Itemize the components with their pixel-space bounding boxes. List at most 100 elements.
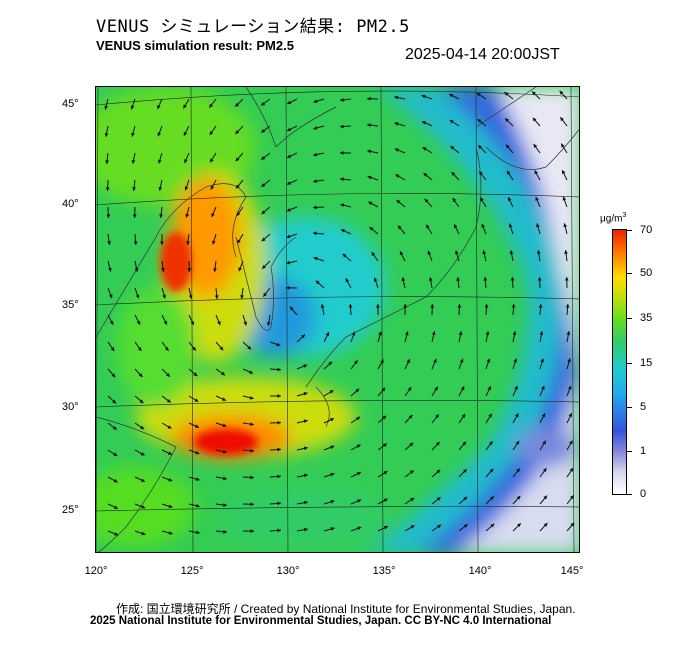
wind-arrow-head bbox=[209, 131, 214, 136]
wind-arrow-head bbox=[235, 102, 240, 107]
wind-arrow-head bbox=[108, 294, 113, 299]
wind-arrow-head bbox=[357, 526, 362, 531]
wind-arrow-head bbox=[137, 346, 142, 351]
wind-arrow-head bbox=[287, 127, 292, 132]
copyright-line: 2025 National Institute for Environmenta… bbox=[90, 615, 552, 627]
lat-label-30: 30° bbox=[62, 401, 79, 413]
wind-arrow-head bbox=[532, 91, 536, 96]
wind-arrow-head bbox=[369, 226, 374, 231]
wind-arrow-head bbox=[426, 224, 430, 229]
wind-arrow-head bbox=[250, 475, 254, 480]
wind-arrow-head bbox=[484, 304, 489, 308]
wind-arrow-head bbox=[131, 159, 136, 164]
wind-arrow-head bbox=[436, 497, 441, 501]
wind-arrow-head bbox=[517, 523, 521, 528]
wind-arrow-head bbox=[568, 413, 572, 418]
wind-arrow-head bbox=[463, 524, 468, 528]
wind-arrow-head bbox=[287, 154, 292, 158]
wind-arrow-head bbox=[249, 370, 254, 374]
wind-arrow-head bbox=[410, 497, 415, 502]
colorbar-tick-1: 1 bbox=[640, 445, 647, 457]
wind-arrow-head bbox=[507, 197, 512, 202]
wind-arrow-head bbox=[450, 146, 455, 150]
wind-arrow-head bbox=[381, 387, 386, 392]
wind-arrow-head bbox=[341, 229, 346, 233]
wind-arrow-head bbox=[303, 446, 308, 451]
wind-arrow-head bbox=[462, 469, 467, 474]
colorbar-unit-base: μg/m bbox=[600, 213, 623, 225]
lat-label-40: 40° bbox=[62, 198, 79, 210]
wind-arrow-head bbox=[559, 90, 564, 95]
wind-arrow-head bbox=[463, 496, 468, 501]
wind-arrow-head bbox=[223, 503, 227, 507]
wind-arrow-head bbox=[452, 198, 457, 203]
wind-arrow-head bbox=[113, 478, 118, 483]
wind-arrow-head bbox=[166, 398, 171, 403]
wind-arrow-head bbox=[213, 268, 217, 272]
wind-arrow-head bbox=[236, 184, 240, 189]
wind-arrow-head bbox=[236, 212, 241, 216]
wind-arrow-head bbox=[184, 159, 188, 164]
wind-arrow-head bbox=[277, 447, 281, 452]
wind-arrow-head bbox=[514, 385, 518, 390]
wind-arrow-head bbox=[340, 151, 344, 155]
lat-label-45: 45° bbox=[62, 98, 79, 110]
wind-arrow-head bbox=[403, 304, 408, 308]
colorbar-tickmark bbox=[627, 494, 632, 495]
wind-arrow-head bbox=[459, 358, 464, 363]
wind-arrow-head bbox=[515, 440, 520, 445]
wind-arrow-head bbox=[277, 501, 281, 506]
lon-label-130: 130° bbox=[276, 565, 300, 577]
lat-label-25: 25° bbox=[62, 504, 79, 516]
wind-arrow-head bbox=[106, 214, 111, 218]
wind-arrow-head bbox=[422, 147, 427, 151]
colorbar-tickmark bbox=[627, 363, 632, 364]
wind-arrow-head bbox=[313, 179, 317, 184]
wind-arrow-head bbox=[541, 413, 546, 418]
wind-arrow-head bbox=[313, 152, 318, 157]
wind-arrow-head bbox=[303, 419, 308, 424]
wind-arrow-head bbox=[543, 495, 548, 500]
wind-arrow-head bbox=[483, 277, 488, 281]
wind-arrow-head bbox=[394, 122, 399, 126]
wind-arrow-head bbox=[489, 468, 494, 473]
wind-arrow-head bbox=[383, 498, 388, 503]
wind-arrow-head bbox=[250, 502, 254, 507]
wind-arrow-head bbox=[380, 359, 384, 364]
wind-arrow-head bbox=[105, 160, 109, 164]
wind-arrow-head bbox=[367, 149, 372, 154]
wind-arrow-head bbox=[431, 331, 436, 336]
wind-arrow-head bbox=[222, 449, 227, 454]
wind-arrow-head bbox=[396, 200, 401, 204]
wind-arrow-head bbox=[567, 358, 571, 363]
credit-line: 作成: 国立環境研究所 / Created by National Instit… bbox=[116, 602, 576, 616]
wind-arrow-head bbox=[394, 95, 399, 100]
wind-vectors bbox=[104, 90, 575, 536]
wind-arrow-head bbox=[250, 529, 254, 534]
wind-arrow-head bbox=[410, 525, 415, 529]
wind-arrow-head bbox=[409, 470, 414, 475]
wind-arrow-head bbox=[562, 196, 567, 201]
wind-arrow-head bbox=[138, 373, 143, 378]
wind-arrow-head bbox=[313, 256, 318, 261]
wind-arrow-head bbox=[378, 331, 382, 336]
wind-arrow-head bbox=[286, 181, 291, 185]
wind-arrow-head bbox=[223, 529, 227, 534]
wind-arrow-head bbox=[139, 399, 144, 404]
wind-arrow-head bbox=[330, 527, 335, 531]
wind-arrow-head bbox=[536, 223, 540, 228]
wind-arrow-head bbox=[132, 187, 136, 191]
wind-arrow-head bbox=[535, 196, 539, 201]
wind-arrow-head bbox=[161, 268, 165, 272]
wind-arrow-head bbox=[110, 347, 115, 352]
wind-arrow-head bbox=[277, 394, 281, 398]
wind-arrow-head bbox=[219, 346, 224, 351]
wind-arrow-head bbox=[480, 197, 484, 202]
wind-arrow-head bbox=[235, 157, 240, 162]
wind-arrow-head bbox=[141, 504, 146, 509]
wind-arrow-head bbox=[570, 522, 575, 527]
wind-arrow-head bbox=[342, 253, 347, 258]
wind-arrow-head bbox=[511, 304, 516, 308]
wind-arrow-head bbox=[313, 205, 317, 210]
wind-arrow-head bbox=[214, 295, 219, 299]
